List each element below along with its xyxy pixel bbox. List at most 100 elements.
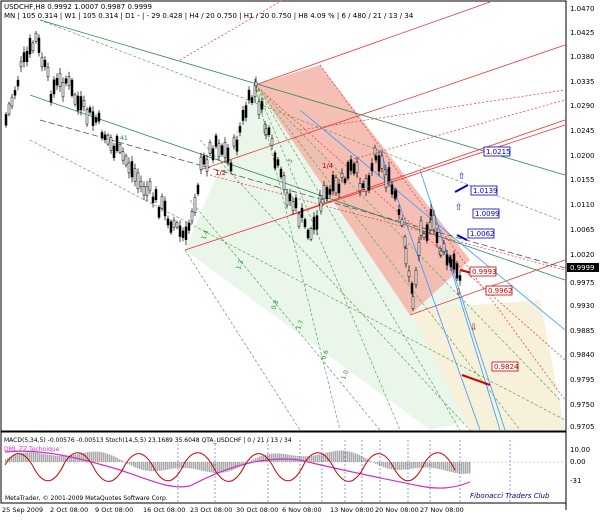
candle [86,110,88,124]
histogram-bar [119,459,121,462]
histogram-bar [331,452,333,462]
candle [236,140,238,151]
histogram-bar [99,452,101,462]
svg-text:16 Oct 08:00: 16 Oct 08:00 [143,506,185,514]
histogram-bar [59,456,61,462]
candle [209,142,211,153]
histogram-bar [377,462,379,465]
histogram-bar [337,451,339,462]
candle [92,112,94,126]
candle [80,96,82,110]
histogram-bar [383,462,385,467]
candle [119,145,121,153]
candle [29,38,31,54]
svg-text:1.0470: 1.0470 [570,5,595,13]
candle [116,136,118,151]
svg-text:-31: -31 [570,477,581,485]
histogram-bar [63,456,65,462]
candle [268,128,270,135]
histogram-bar [415,462,417,468]
histogram-bar [403,462,405,470]
svg-text:0.00: 0.00 [570,458,586,466]
histogram-bar [175,462,177,468]
candle [258,102,260,115]
candle [381,156,383,168]
candle [122,152,124,161]
candle [77,96,79,110]
candle [307,230,309,238]
price-tag: 0.9993 [472,268,497,276]
histogram-bar [117,458,119,462]
candle [188,223,190,230]
copyright: MetaTrader, © 2001-2009 MetaQuotes Softw… [5,495,168,502]
histogram-bar [169,462,171,469]
candle [316,216,318,230]
histogram-bar [447,462,449,471]
histogram-bar [277,453,279,462]
candle [326,187,328,199]
histogram-bar [443,462,445,470]
histogram-bar [23,453,25,462]
candle [378,156,380,172]
histogram-bar [187,462,189,468]
candle [395,191,397,197]
quarter-label: 1/4 [322,162,334,170]
svg-text:1.0425: 1.0425 [570,29,595,37]
histogram-bar [343,451,345,462]
histogram-bar [91,452,93,462]
candle [261,101,263,109]
candle [152,197,154,203]
histogram-bar [317,455,319,462]
candle [62,83,64,97]
candle [359,183,361,191]
candle [301,208,303,217]
histogram-bar [399,462,401,470]
candle [59,73,61,86]
price-tag: 1.0099 [475,210,500,218]
histogram-bar [161,462,163,470]
candle [14,90,16,95]
histogram-bar [285,454,287,462]
histogram-bar [129,462,131,465]
candle [401,219,403,225]
candle [203,156,205,164]
indicator-pane[interactable]: MACD(5,34,5) -0.00576 -0.00513 Stoch(14,… [1,432,590,503]
candle [74,95,76,104]
candle [101,132,103,138]
histogram-bar [27,452,29,462]
histogram-bar [143,462,145,470]
histogram-bar [289,455,291,462]
svg-text:25 Sep 2009: 25 Sep 2009 [2,506,43,514]
histogram-bar [41,454,43,462]
candle [95,118,97,123]
arrow-down-icon: ⇩ [470,323,478,333]
candle [368,176,370,191]
candle [113,146,115,158]
histogram-bar [395,462,397,470]
candle [158,207,160,217]
histogram-bar [283,454,285,462]
histogram-bar [359,455,361,462]
histogram-bar [173,462,175,469]
candle [388,168,390,181]
histogram-bar [157,462,159,471]
histogram-bar [103,453,105,462]
candle [423,234,425,238]
histogram-bar [207,462,209,472]
histogram-bar [163,462,165,470]
svg-text:41: 41 [120,135,128,142]
histogram-bar [439,462,441,469]
histogram-bar [195,462,197,469]
histogram-bar [191,462,193,469]
histogram-bar [5,459,7,462]
candle [350,160,352,171]
histogram-bar [437,462,439,469]
candle [194,197,196,212]
svg-text:6 Nov 08:00: 6 Nov 08:00 [282,506,322,514]
candle [47,67,49,76]
histogram-bar [111,455,113,462]
histogram-bar [231,462,233,470]
histogram-bar [275,453,277,462]
